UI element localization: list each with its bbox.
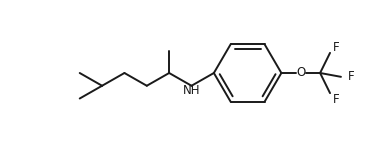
Text: NH: NH (183, 84, 200, 97)
Text: F: F (347, 70, 354, 83)
Text: O: O (296, 66, 305, 80)
Text: F: F (333, 41, 339, 54)
Text: F: F (333, 93, 339, 106)
